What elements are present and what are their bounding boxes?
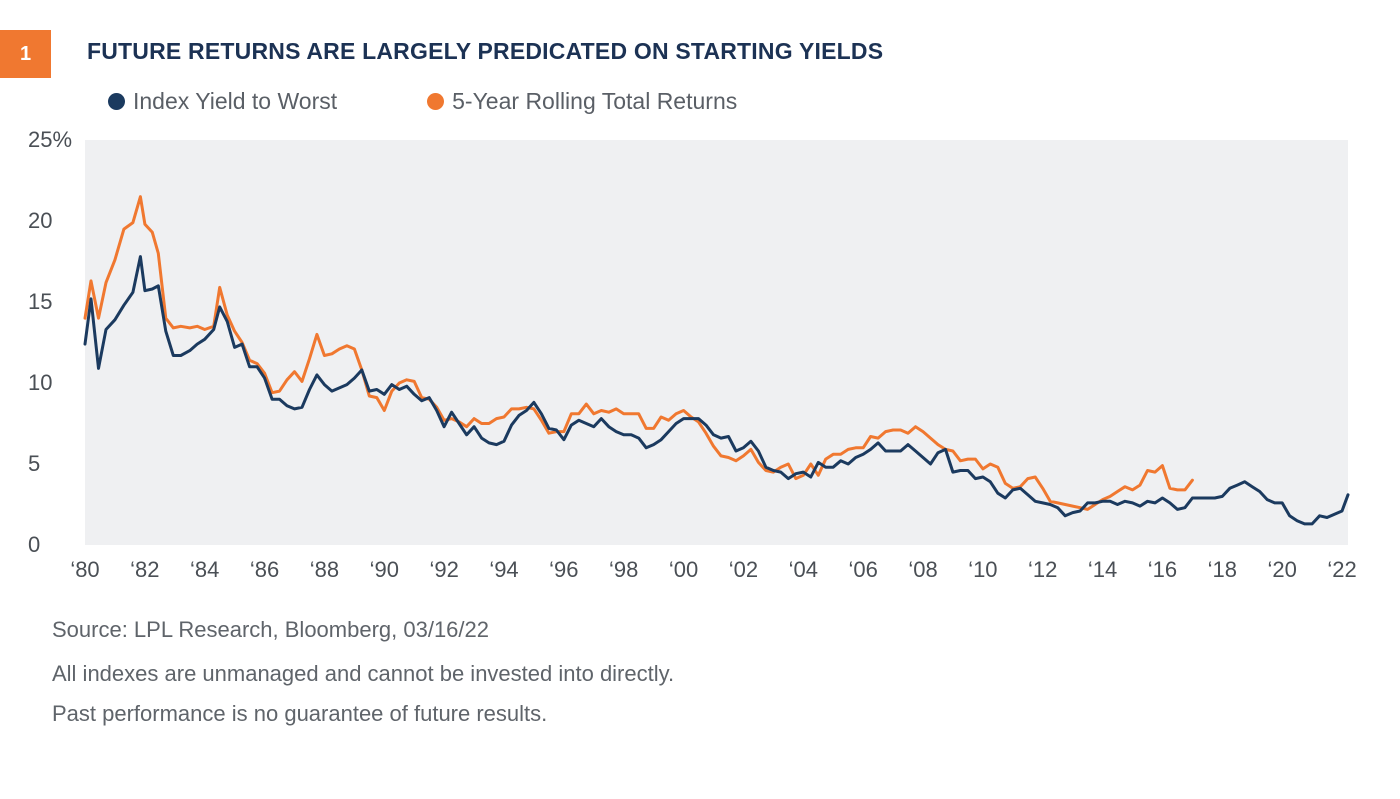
x-tick-label: ‘20 bbox=[1267, 557, 1296, 582]
chart-title: FUTURE RETURNS ARE LARGELY PREDICATED ON… bbox=[87, 38, 884, 64]
series-layer bbox=[83, 195, 1350, 526]
chart-number-badge: 1 bbox=[0, 30, 51, 78]
x-tick-label: ‘96 bbox=[549, 557, 578, 582]
legend-item-returns: 5-Year Rolling Total Returns bbox=[427, 88, 737, 115]
x-tick-label: ‘84 bbox=[190, 557, 219, 582]
series-line-index-yield-to-worst bbox=[83, 255, 1350, 526]
x-tick-label: ‘18 bbox=[1208, 557, 1237, 582]
disclaimer-note-1: All indexes are unmanaged and cannot be … bbox=[52, 661, 675, 686]
y-axis-ticks: 0 5 10 15 20 25% bbox=[28, 127, 72, 557]
x-tick-label: ‘90 bbox=[370, 557, 399, 582]
x-tick-label: ‘08 bbox=[908, 557, 937, 582]
x-tick-label: ‘06 bbox=[848, 557, 877, 582]
x-tick-label: ‘86 bbox=[250, 557, 279, 582]
x-tick-label: ‘82 bbox=[130, 557, 159, 582]
x-tick-label: ‘00 bbox=[669, 557, 698, 582]
legend-item-yield: Index Yield to Worst bbox=[108, 88, 337, 115]
y-tick-label: 10 bbox=[28, 370, 52, 395]
y-tick-label: 20 bbox=[28, 208, 52, 233]
x-tick-label: ‘10 bbox=[968, 557, 997, 582]
x-tick-label: ‘14 bbox=[1088, 557, 1117, 582]
x-tick-label: ‘92 bbox=[429, 557, 458, 582]
legend-dot-yield bbox=[108, 93, 125, 110]
legend-dot-returns bbox=[427, 93, 445, 110]
source-note: Source: LPL Research, Bloomberg, 03/16/2… bbox=[52, 617, 490, 642]
x-tick-label: ‘22 bbox=[1327, 557, 1356, 582]
x-tick-label: ‘16 bbox=[1148, 557, 1177, 582]
y-tick-label: 25% bbox=[28, 127, 72, 152]
disclaimer-note-2: Past performance is no guarantee of futu… bbox=[52, 701, 548, 726]
x-tick-label: ‘02 bbox=[729, 557, 758, 582]
series-line-5yr-rolling-total-returns bbox=[83, 195, 1194, 511]
legend-label-returns: 5-Year Rolling Total Returns bbox=[452, 88, 738, 114]
x-tick-label: ‘88 bbox=[310, 557, 339, 582]
chart-legend: Index Yield to Worst 5-Year Rolling Tota… bbox=[108, 88, 737, 115]
x-axis-ticks: ‘80 ‘82 ‘84 ‘86 ‘88 ‘90 ‘92 ‘94 ‘96 ‘98 ‘00 ‘02 ‘04 ‘… bbox=[70, 557, 1356, 582]
x-tick-label: ‘94 bbox=[489, 557, 518, 582]
y-tick-label: 5 bbox=[28, 451, 40, 476]
x-tick-label: ‘04 bbox=[789, 557, 818, 582]
legend-label-yield: Index Yield to Worst bbox=[133, 88, 338, 114]
plot-area bbox=[85, 140, 1348, 545]
x-tick-label: ‘12 bbox=[1028, 557, 1057, 582]
y-tick-label: 0 bbox=[28, 532, 40, 557]
y-tick-label: 15 bbox=[28, 289, 52, 314]
x-tick-label: ‘80 bbox=[70, 557, 99, 582]
x-tick-label: ‘98 bbox=[609, 557, 638, 582]
